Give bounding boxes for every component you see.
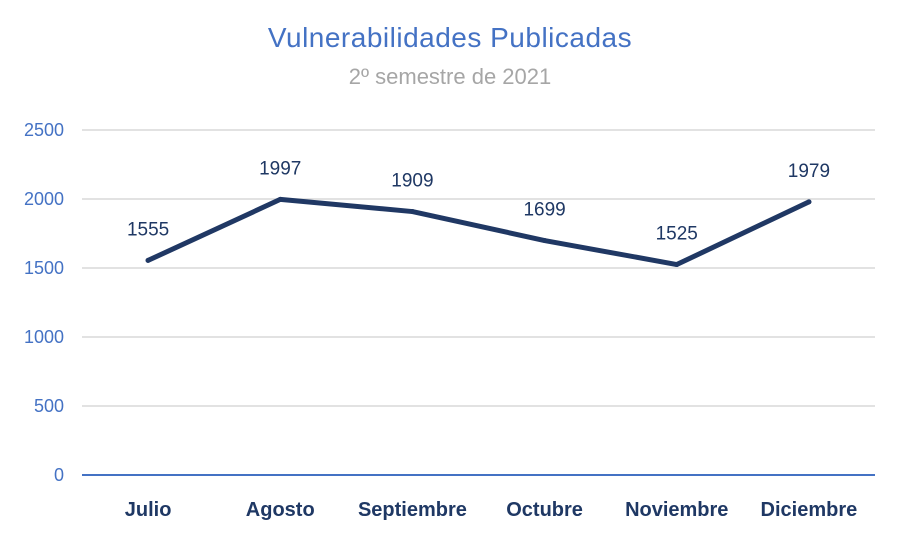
y-tick-label: 1000 [24, 327, 64, 347]
x-tick-label: Agosto [246, 499, 315, 521]
data-label: 1909 [391, 171, 433, 192]
data-point [542, 238, 548, 244]
x-tick-label: Julio [125, 499, 172, 521]
data-point [277, 196, 283, 202]
data-labels: 1555 1997 1909 1699 1525 1979 [127, 158, 830, 244]
data-point [806, 199, 812, 205]
y-tick-label: 2000 [24, 189, 64, 209]
y-tick-label: 2500 [24, 120, 64, 140]
y-tick-label: 0 [54, 465, 64, 485]
data-label: 1979 [788, 161, 830, 182]
series-line [145, 196, 812, 268]
x-tick-label: Noviembre [625, 499, 728, 521]
data-label: 1555 [127, 219, 169, 240]
x-tick-label: Diciembre [761, 499, 858, 521]
data-label: 1997 [259, 158, 301, 179]
data-label: 1699 [523, 200, 565, 221]
gridlines [82, 129, 875, 476]
data-point [409, 209, 415, 215]
data-point [145, 257, 151, 263]
series-layer [145, 196, 812, 268]
x-axis-ticks: Julio Agosto Septiembre Octubre Noviembre Dic… [125, 499, 858, 521]
data-label: 1525 [656, 224, 698, 245]
chart-subtitle: 2º semestre de 2021 [348, 64, 552, 89]
chart-title: Vulnerabilidades Publicadas [267, 22, 633, 53]
y-tick-label: 500 [34, 396, 64, 416]
x-tick-label: Octubre [506, 499, 583, 521]
x-tick-label: Septiembre [358, 499, 467, 521]
data-point [674, 262, 680, 268]
y-axis-ticks: 0 500 1000 1500 2000 2500 [24, 120, 64, 485]
y-tick-label: 1500 [24, 258, 64, 278]
